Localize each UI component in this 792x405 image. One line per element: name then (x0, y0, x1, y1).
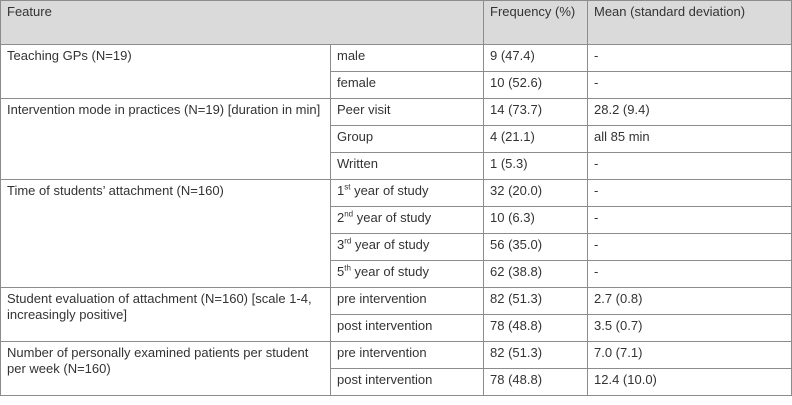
feature-cell: Time of students’ attachment (N=160) (0, 179, 331, 288)
header-mean: Mean (standard deviation) (587, 0, 792, 45)
mean-cell: - (587, 233, 792, 261)
subcategory-cell: Peer visit (330, 98, 484, 126)
table-row: post intervention 78 (48.8) 12.4 (10.0) (1, 368, 792, 396)
mean-cell: 7.0 (7.1) (587, 341, 792, 369)
frequency-cell: 82 (51.3) (483, 287, 588, 315)
data-table: Feature Frequency (%) Mean (standard dev… (0, 0, 792, 396)
subcategory-text: post intervention (337, 318, 433, 333)
feature-cell: Teaching GPs (N=19) (0, 44, 331, 99)
mean-cell: 28.2 (9.4) (587, 98, 792, 126)
mean-cell: - (587, 260, 792, 288)
frequency-cell: 78 (48.8) (483, 314, 588, 342)
subcategory-rest: year of study (350, 264, 429, 279)
frequency-cell: 10 (52.6) (483, 71, 588, 99)
subcategory-text: Written (337, 156, 378, 171)
feature-cell: Student evaluation of attachment (N=160)… (0, 287, 331, 342)
subcategory-text: male (337, 48, 366, 63)
subcategory-cell: female (330, 71, 484, 99)
subcategory-cell: male (330, 44, 484, 72)
mean-cell: all 85 min (587, 125, 792, 153)
frequency-cell: 14 (73.7) (483, 98, 588, 126)
subcategory-text: post intervention (337, 372, 433, 387)
subcategory-text: pre intervention (337, 345, 427, 360)
subcategory-cell: 5th year of study (330, 260, 484, 288)
subcategory-text: Group (337, 129, 374, 144)
subcategory-cell: 1st year of study (330, 179, 484, 207)
subcategory-cell: 2nd year of study (330, 206, 484, 234)
subcategory-rest: year of study (350, 183, 429, 198)
header-row: Feature Frequency (%) Mean (standard dev… (0, 0, 792, 45)
table-row: Time of students’ attachment (N=160) 1st … (0, 179, 792, 288)
frequency-cell: 9 (47.4) (483, 44, 588, 72)
subcategory-cell: post intervention (330, 314, 484, 342)
mean-cell: - (587, 44, 792, 72)
ordinal-suffix: rd (344, 236, 352, 246)
subcategory-text: 5 (337, 264, 345, 279)
frequency-cell: 56 (35.0) (483, 233, 588, 261)
table-row: Student evaluation of attachment (N=160)… (0, 287, 792, 342)
subcategory-text: Peer visit (337, 102, 391, 117)
mean-cell: - (587, 71, 792, 99)
table-row: 2nd year of study 10 (6.3) - (1, 206, 792, 234)
mean-cell: 12.4 (10.0) (587, 368, 792, 396)
ordinal-suffix: nd (344, 209, 354, 219)
subcategory-cell: pre intervention (330, 341, 484, 369)
mean-cell: 2.7 (0.8) (587, 287, 792, 315)
ordinal-suffix: st (344, 182, 351, 192)
subcategory-cell: Group (330, 125, 484, 153)
table-row: Teaching GPs (N=19) male 9 (47.4) - (0, 44, 792, 99)
table-row: Written 1 (5.3) - (1, 152, 792, 180)
frequency-cell: 4 (21.1) (483, 125, 588, 153)
table-row: Number of personally examined patients p… (0, 341, 792, 396)
table-row: Intervention mode in practices (N=19) [d… (0, 98, 792, 180)
subcategory-cell: Written (330, 152, 484, 180)
mean-cell: - (587, 179, 792, 207)
feature-cell: Intervention mode in practices (N=19) [d… (0, 98, 331, 180)
frequency-cell: 1 (5.3) (483, 152, 588, 180)
frequency-cell: 78 (48.8) (483, 368, 588, 396)
subcategory-rest: year of study (351, 237, 430, 252)
subcategory-rest: year of study (353, 210, 432, 225)
header-feature: Feature (0, 0, 484, 45)
mean-cell: 3.5 (0.7) (587, 314, 792, 342)
subcategory-text: 3 (337, 237, 345, 252)
header-frequency: Frequency (%) (483, 0, 588, 45)
ordinal-suffix: th (344, 263, 351, 273)
subcategory-cell: pre intervention (330, 287, 484, 315)
mean-cell: - (587, 206, 792, 234)
frequency-cell: 62 (38.8) (483, 260, 588, 288)
subcategory-cell: 3rd year of study (330, 233, 484, 261)
frequency-cell: 10 (6.3) (483, 206, 588, 234)
frequency-cell: 32 (20.0) (483, 179, 588, 207)
mean-cell: - (587, 152, 792, 180)
frequency-cell: 82 (51.3) (483, 341, 588, 369)
subcategory-text: pre intervention (337, 291, 427, 306)
subcategory-text: female (337, 75, 377, 90)
subcategory-text: 2 (337, 210, 345, 225)
subcategory-text: 1 (337, 183, 345, 198)
table-row: post intervention 78 (48.8) 3.5 (0.7) (1, 314, 792, 342)
table-body: Teaching GPs (N=19) male 9 (47.4) - female 10… (0, 44, 792, 396)
feature-cell: Number of personally examined patients p… (0, 341, 331, 396)
subcategory-cell: post intervention (330, 368, 484, 396)
